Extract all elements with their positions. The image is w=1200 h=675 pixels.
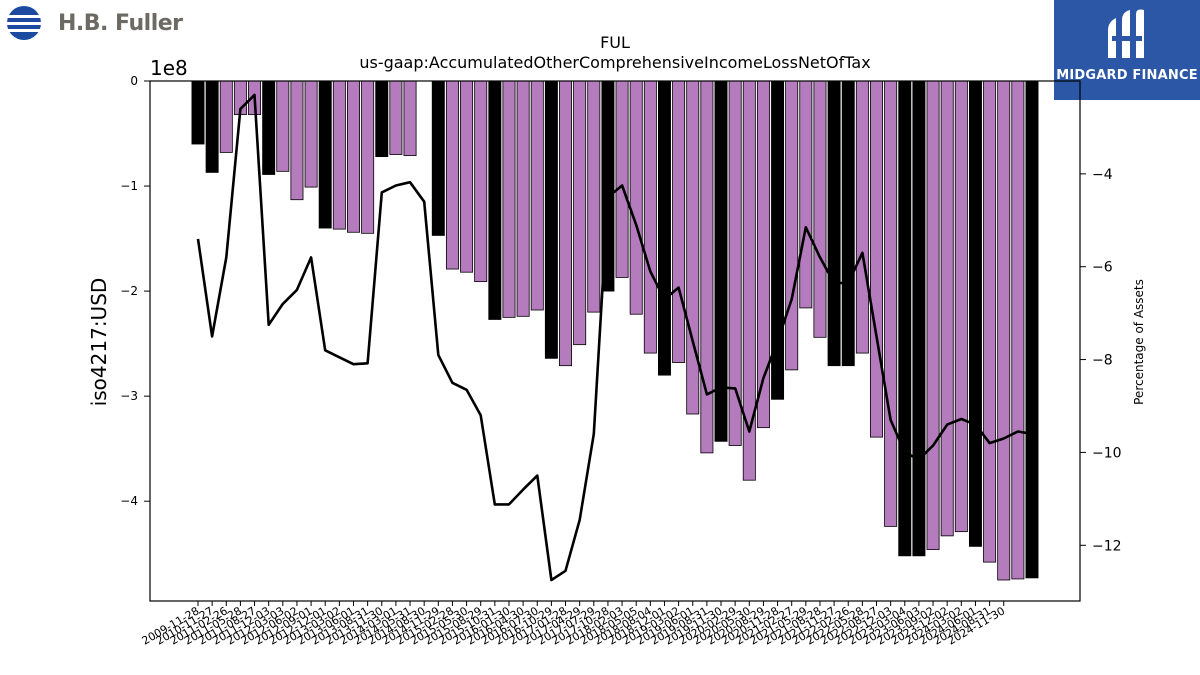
bars-layer: [191, 80, 1039, 581]
bar-quarterly: [445, 80, 459, 270]
bar-quarterly: [502, 80, 516, 318]
bar-quarterly: [643, 80, 657, 354]
bar-annual: [544, 80, 558, 359]
bar-annual: [968, 80, 982, 547]
midgard-emblem-icon: [1108, 9, 1144, 58]
bar-quarterly: [389, 80, 403, 155]
bar-annual: [318, 80, 332, 229]
midgard-finance-logo-text: MIDGARD FINANCE: [1056, 68, 1198, 83]
bar-quarterly: [530, 80, 544, 311]
bar-quarterly: [304, 80, 318, 188]
bar-quarterly: [347, 80, 360, 233]
bar-quarterly: [290, 80, 304, 201]
bar-quarterly: [516, 80, 530, 317]
bar-annual: [262, 80, 276, 175]
bar-quarterly: [997, 80, 1011, 581]
y2-tick-label: −4: [1092, 167, 1113, 183]
bar-quarterly: [559, 80, 573, 367]
bar-annual: [191, 80, 205, 145]
bar-quarterly: [629, 80, 643, 315]
bar-quarterly: [686, 80, 700, 415]
bar-quarterly: [954, 80, 968, 533]
bar-annual: [827, 80, 841, 367]
bar-quarterly: [870, 80, 883, 438]
bar-quarterly: [276, 80, 290, 172]
bar-annual: [912, 80, 926, 557]
bar-quarterly: [813, 80, 827, 338]
bar-quarterly: [785, 80, 799, 371]
y2-tick-label: −12: [1092, 538, 1122, 554]
midgard-finance-logo: MIDGARD FINANCE: [1054, 0, 1200, 100]
bar-quarterly: [940, 80, 954, 537]
hb-fuller-logo-text: H.B. Fuller: [58, 11, 183, 36]
bar-quarterly: [332, 80, 346, 230]
bar-quarterly: [219, 80, 233, 153]
bar-quarterly: [983, 80, 997, 563]
bar-quarterly: [672, 80, 686, 363]
y-tick-label: −3: [120, 389, 138, 403]
bar-quarterly: [884, 80, 898, 527]
axes-layer: 0−1−2−3−4−4−6−8−10−122009-11-282010-11-2…: [120, 74, 1121, 648]
bar-annual: [1025, 80, 1039, 579]
bar-quarterly: [700, 80, 714, 454]
y-tick-label: −4: [120, 494, 138, 508]
bar-quarterly: [1011, 80, 1025, 580]
line-layer: [196, 93, 1033, 582]
y-tick-label: 0: [130, 74, 138, 88]
bar-quarterly: [926, 80, 940, 550]
plot-frame: [149, 80, 1081, 602]
bar-quarterly: [587, 80, 601, 313]
pct-assets-line: [196, 93, 1033, 582]
bar-annual: [841, 80, 855, 367]
hb-fuller-globe-icon: [6, 6, 42, 40]
y-axis-offset-label: 1e8: [150, 56, 188, 80]
bar-quarterly: [855, 80, 869, 354]
y2-tick-label: −10: [1092, 445, 1122, 461]
chart-title: FUL: [600, 33, 630, 52]
bar-annual: [205, 80, 219, 173]
bar-quarterly: [460, 80, 474, 273]
bar-annual: [657, 80, 671, 376]
bar-annual: [488, 80, 502, 320]
bar-quarterly: [573, 80, 587, 346]
bar-quarterly: [474, 80, 488, 283]
y-axis-label: iso4217:USD: [87, 278, 111, 407]
y2-tick-label: −8: [1092, 353, 1113, 369]
bar-annual: [898, 80, 912, 557]
y2-axis-label: Percentage of Assets: [1132, 279, 1146, 405]
bar-quarterly: [799, 80, 813, 309]
y-tick-label: −2: [120, 284, 138, 298]
bar-quarterly: [403, 80, 417, 156]
bar-annual: [375, 80, 389, 158]
bar-quarterly: [615, 80, 629, 278]
chart-subtitle: us-gaap:AccumulatedOtherComprehensiveInc…: [359, 53, 870, 72]
y2-tick-label: −6: [1092, 260, 1113, 276]
bar-annual: [431, 80, 445, 236]
hb-fuller-logo: H.B. Fuller: [6, 4, 196, 44]
y-tick-label: −1: [120, 179, 138, 193]
bar-quarterly: [361, 80, 375, 234]
